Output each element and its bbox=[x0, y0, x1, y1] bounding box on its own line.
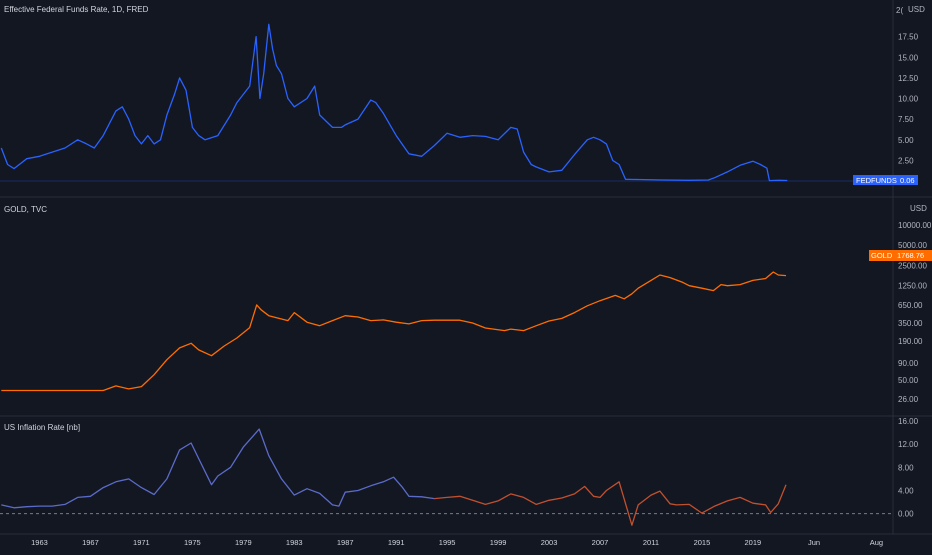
fedfunds-last-value-badge: FEDFUNDS 0.06 bbox=[853, 175, 918, 185]
inflation-pane-title[interactable]: US Inflation Rate [nb] bbox=[4, 423, 80, 432]
time-tick-label: 1971 bbox=[133, 538, 150, 547]
gold-last-value-badge: GOLD 1768.76 bbox=[869, 250, 932, 261]
inflation-line-late[interactable] bbox=[434, 481, 787, 526]
time-tick-label: 2007 bbox=[592, 538, 609, 547]
fedfunds-tick-label: 10.00 bbox=[898, 95, 919, 104]
gold-tick-label: 10000.00 bbox=[898, 221, 932, 230]
inflation-tick-label: 8.00 bbox=[898, 463, 914, 472]
fedfunds-badge-bg bbox=[853, 175, 918, 185]
fedfunds-badge-label: FEDFUNDS bbox=[856, 176, 897, 185]
gold-price-axis[interactable]: 26.00 50.00 90.00 190.00 350.00 650.00 1250.00… bbox=[898, 221, 932, 404]
time-tick-label: 1963 bbox=[31, 538, 48, 547]
time-tick-label: 1995 bbox=[439, 538, 456, 547]
fedfunds-pane-title[interactable]: Effective Federal Funds Rate, 1D, FRED bbox=[4, 5, 149, 14]
time-tick-label: 1999 bbox=[490, 538, 507, 547]
time-tick-label: 2015 bbox=[694, 538, 711, 547]
gold-tick-label: 50.00 bbox=[898, 376, 919, 385]
fedfunds-line[interactable] bbox=[0, 23, 788, 182]
fedfunds-tick-label: 17.50 bbox=[898, 33, 919, 42]
time-tick-label: Jun bbox=[808, 538, 820, 547]
fedfunds-partial-tick: 2( bbox=[896, 6, 903, 15]
time-tick-label: 1987 bbox=[337, 538, 354, 547]
inflation-series[interactable] bbox=[1, 428, 787, 526]
gold-badge-value: 1768.76 bbox=[897, 251, 924, 260]
gold-tick-label: 1250.00 bbox=[898, 282, 927, 291]
inflation-tick-label: 4.00 bbox=[898, 486, 914, 495]
gold-tick-label: 26.00 bbox=[898, 395, 919, 404]
fedfunds-series[interactable] bbox=[0, 23, 893, 182]
fedfunds-tick-label: 7.50 bbox=[898, 115, 914, 124]
fedfunds-badge-value: 0.06 bbox=[900, 176, 915, 185]
time-tick-label: 2003 bbox=[541, 538, 558, 547]
gold-axis-unit: USD bbox=[910, 204, 927, 213]
inflation-tick-label: 12.00 bbox=[898, 440, 919, 449]
gold-tick-label: 190.00 bbox=[898, 337, 923, 346]
inflation-tick-label: 0.00 bbox=[898, 510, 914, 519]
fedfunds-tick-label: 12.50 bbox=[898, 74, 919, 83]
gold-badge-label: GOLD bbox=[871, 251, 893, 260]
gold-tick-label: 5000.00 bbox=[898, 241, 927, 250]
gold-series[interactable] bbox=[1, 271, 787, 392]
inflation-price-axis[interactable]: 0.00 4.00 8.00 12.00 16.00 bbox=[898, 417, 919, 519]
gold-tick-label: 90.00 bbox=[898, 359, 919, 368]
fedfunds-tick-label: 15.00 bbox=[898, 53, 919, 62]
time-tick-label: 2011 bbox=[643, 538, 659, 547]
time-tick-label: 1967 bbox=[82, 538, 99, 547]
time-tick-label: Aug bbox=[870, 538, 883, 547]
time-tick-label: 1975 bbox=[184, 538, 201, 547]
time-axis[interactable]: 1963 1967 1971 1975 1979 1983 1987 1991 1995 1999… bbox=[31, 538, 883, 547]
fedfunds-tick-label: 2.50 bbox=[898, 156, 914, 165]
time-tick-label: 1991 bbox=[388, 538, 405, 547]
gold-line[interactable] bbox=[1, 271, 787, 392]
fedfunds-axis-unit: USD bbox=[908, 5, 925, 14]
fedfunds-tick-label: 5.00 bbox=[898, 136, 914, 145]
inflation-tick-label: 16.00 bbox=[898, 417, 919, 426]
gold-tick-label: 350.00 bbox=[898, 319, 923, 328]
gold-tick-label: 2500.00 bbox=[898, 261, 927, 270]
fedfunds-price-axis[interactable]: 2.50 5.00 7.50 10.00 12.50 15.00 17.50 bbox=[898, 33, 919, 166]
gold-pane-title[interactable]: GOLD, TVC bbox=[4, 205, 47, 214]
time-tick-label: 2019 bbox=[745, 538, 762, 547]
time-tick-label: 1979 bbox=[235, 538, 252, 547]
gold-tick-label: 650.00 bbox=[898, 301, 923, 310]
inflation-line-early[interactable] bbox=[1, 428, 435, 509]
time-tick-label: 1983 bbox=[286, 538, 303, 547]
gold-badge-bg bbox=[869, 250, 932, 261]
